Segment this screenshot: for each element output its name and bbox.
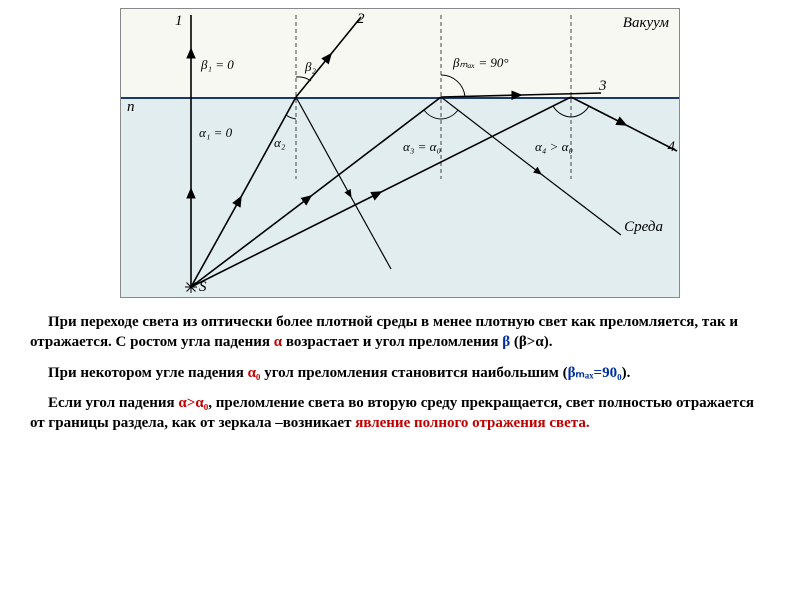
refraction-diagram: Вакуум Среда n S 1 2 3 4 β₁ = 0 α₁ = 0 β… [120,8,680,298]
p3-text-a: Если угол падения [48,395,178,411]
p2-text-b: угол преломления становится наибольшим ( [260,365,567,381]
p1-alpha: α [274,334,282,350]
paragraph-1: При переходе света из оптически более пл… [30,312,770,353]
p1-text-b: возрастает и угол преломления [282,334,502,350]
betamax-label: βₘₐₓ = 90° [453,55,509,71]
n-label: n [127,99,135,116]
beta1-label: β₁ = 0 [201,57,234,73]
explanation-text: При переходе света из оптически более пл… [30,312,770,433]
ray-svg [121,9,681,299]
medium-label: Среда [624,219,663,236]
source-label: S [199,279,207,296]
alpha2-label: α₂ [274,135,285,151]
beta2-label: β₂ [305,59,316,75]
p3-alpha: α>α₀ [178,395,208,411]
p1-beta: β [502,334,510,350]
ray2-num: 2 [357,11,365,28]
ray3-num: 3 [599,78,607,95]
p1-text-c: (β>α). [510,334,552,350]
paragraph-2: При некотором угле падения α₀ угол прело… [30,363,770,383]
p2-text-a: При некотором угле падения [48,365,248,381]
p2-beta: βₘₐₓ=90₀ [568,365,622,381]
ray4-num: 4 [668,139,676,156]
p3-highlight: явление полного отражения света. [355,415,589,431]
alpha3-label: α₃ = α₀ [403,139,441,155]
paragraph-3: Если угол падения α>α₀, преломление свет… [30,393,770,434]
alpha4-label: α₄ > α₀ [535,139,573,155]
ray1-num: 1 [175,13,183,30]
p2-text-c: ). [622,365,631,381]
vacuum-label: Вакуум [623,15,669,32]
alpha1-label: α₁ = 0 [199,125,232,141]
p2-alpha: α₀ [248,365,261,381]
